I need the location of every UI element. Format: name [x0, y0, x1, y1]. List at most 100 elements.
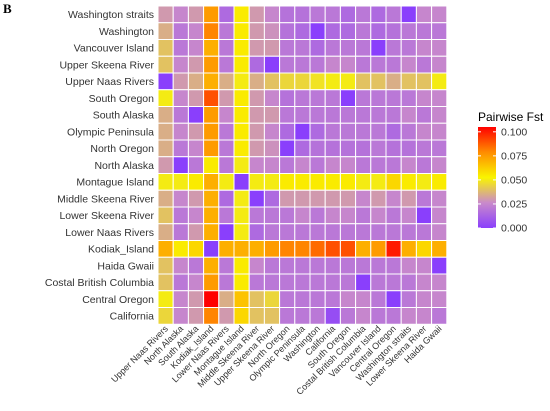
- heatmap-cell: [339, 5, 357, 24]
- heatmap-cell: [431, 72, 448, 91]
- heatmap-cell: [279, 173, 296, 191]
- heatmap-cell: [248, 223, 265, 241]
- heatmap-cell: [309, 307, 326, 325]
- heatmap-cell: [309, 240, 326, 258]
- heatmap-cell: [370, 189, 387, 208]
- heatmap-cell: [248, 240, 265, 258]
- heatmap-cell: [294, 173, 311, 191]
- heatmap-cell: [324, 290, 341, 308]
- heatmap-cell: [263, 39, 281, 57]
- heatmap-cell: [431, 173, 448, 191]
- heatmap-cell: [263, 206, 281, 225]
- heatmap-cell: [263, 55, 281, 74]
- legend-title: Pairwise Fst: [478, 110, 544, 124]
- heatmap-cell: [355, 22, 372, 40]
- heatmap-cell: [233, 106, 250, 124]
- heatmap-cell: [309, 39, 326, 57]
- heatmap-cell: [172, 122, 189, 141]
- heatmap-cell: [324, 223, 341, 241]
- heatmap-cell: [400, 173, 417, 191]
- heatmap-cell: [400, 5, 417, 24]
- heatmap-cell: [370, 256, 387, 275]
- legend-tick-labels: 0.000 0.025 0.050 0.075 0.100: [478, 127, 527, 235]
- heatmap-cell: [415, 106, 433, 124]
- heatmap-cell: [415, 173, 433, 191]
- heatmap-cell: [370, 22, 387, 40]
- heatmap-cell: [233, 156, 250, 174]
- heatmap-cell: [218, 156, 235, 174]
- heatmap-cell: [218, 240, 235, 258]
- heatmap-cell: [400, 290, 417, 308]
- y-tick-label: Central Oregon: [82, 294, 154, 306]
- heatmap-cell: [324, 307, 341, 325]
- heatmap-cell: [385, 307, 402, 325]
- heatmap-cell: [339, 240, 357, 258]
- heatmap-cell: [400, 72, 417, 91]
- heatmap-cell: [309, 290, 326, 308]
- y-tick-label: California: [110, 311, 155, 323]
- heatmap-cell: [355, 122, 372, 141]
- heatmap-cell: [370, 139, 387, 158]
- heatmap-cell: [294, 139, 311, 158]
- heatmap-cell: [400, 240, 417, 258]
- heatmap-cell: [431, 290, 448, 308]
- heatmap-cell: [431, 39, 448, 57]
- heatmap-cell: [370, 156, 387, 174]
- heatmap-cell: [324, 55, 341, 74]
- heatmap-cell: [415, 122, 433, 141]
- heatmap-cell: [187, 189, 205, 208]
- heatmap-cell: [218, 55, 235, 74]
- heatmap-cell: [309, 5, 326, 24]
- heatmap-cell: [294, 72, 311, 91]
- heatmap-cell: [370, 223, 387, 241]
- y-tick-label: Kodiak_Island: [88, 244, 154, 256]
- heatmap-cell: [385, 106, 402, 124]
- heatmap-cell: [431, 106, 448, 124]
- heatmap-cell: [263, 139, 281, 158]
- y-tick-label: Olympic Peninsula: [67, 126, 154, 138]
- heatmap-cell: [233, 189, 250, 208]
- y-tick-label: Washington straits: [68, 9, 154, 21]
- heatmap-cell: [309, 189, 326, 208]
- heatmap-cell: [279, 55, 296, 74]
- heatmap-cell: [324, 122, 341, 141]
- heatmap-cell: [339, 189, 357, 208]
- legend-colorbar: [478, 127, 496, 228]
- heatmap-cell: [339, 307, 357, 325]
- heatmap-cell: [385, 206, 402, 225]
- heatmap-cell: [248, 156, 265, 174]
- heatmap-cell: [172, 55, 189, 74]
- heatmap-cell: [157, 256, 174, 275]
- heatmap-cell: [431, 89, 448, 107]
- heatmap-cell: [339, 72, 357, 91]
- heatmap-cell: [203, 206, 220, 225]
- heatmap-cell: [233, 39, 250, 57]
- heatmap-cell: [248, 55, 265, 74]
- heatmap-cell: [157, 206, 174, 225]
- heatmap-cell: [339, 256, 357, 275]
- heatmap-cell: [157, 189, 174, 208]
- y-tick-label: Montague Island: [76, 177, 154, 189]
- heatmap-cell: [172, 5, 189, 24]
- heatmap-cell: [385, 290, 402, 308]
- heatmap-cell: [415, 5, 433, 24]
- heatmap-cell: [157, 122, 174, 141]
- heatmap-cell: [294, 89, 311, 107]
- heatmap-cell: [415, 139, 433, 158]
- heatmap-cell: [218, 122, 235, 141]
- heatmap-cell: [172, 206, 189, 225]
- heatmap-cell: [370, 55, 387, 74]
- heatmap-cell: [248, 72, 265, 91]
- y-tick-label: Lower Skeena River: [59, 210, 154, 222]
- heatmap-cell: [339, 122, 357, 141]
- heatmap-cell: [157, 223, 174, 241]
- heatmap-cell: [187, 256, 205, 275]
- heatmap-cell: [203, 106, 220, 124]
- heatmap-cell: [248, 106, 265, 124]
- heatmap-cell: [203, 173, 220, 191]
- heatmap-cell: [431, 22, 448, 40]
- heatmap-cell: [385, 22, 402, 40]
- heatmap-cell: [263, 223, 281, 241]
- heatmap-cell: [248, 273, 265, 292]
